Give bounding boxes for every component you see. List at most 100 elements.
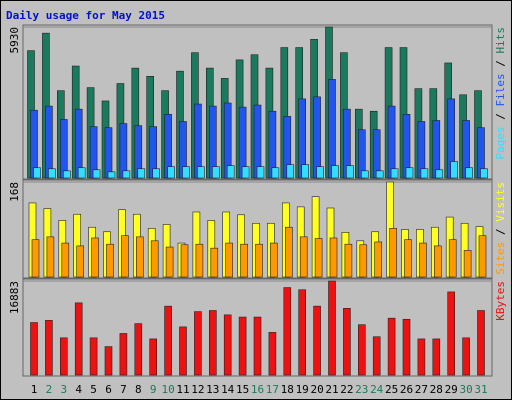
bar [432,338,441,376]
bar [357,324,366,376]
bar [390,168,399,179]
x-tick-label: 5 [90,383,97,396]
x-tick-label: 24 [370,383,384,396]
bar [417,338,426,376]
bar [271,167,280,179]
bar [74,302,83,376]
legend: Sites / Visits [494,182,507,275]
x-tick-label: 12 [191,383,204,396]
bar [314,238,323,278]
x-tick-label: 13 [206,383,219,396]
bar [106,243,114,278]
legend-entry: Hits [494,27,507,54]
bar [389,228,397,278]
bar [194,311,202,376]
bar [255,243,263,278]
bar [197,166,205,179]
x-tick-label: 28 [430,383,443,396]
bar [284,226,293,278]
bar [164,305,172,376]
bar [33,167,41,179]
bar [104,346,113,376]
legend-entry: Visits [494,182,507,222]
x-tick-label: 19 [296,383,309,396]
bar [374,241,383,278]
x-tick-label: 17 [266,383,279,396]
bar [31,239,40,278]
x-tick-label: 10 [161,383,174,396]
x-tick-label: 23 [355,383,368,396]
bar [195,243,204,278]
legend-separator: / [494,107,507,127]
bar [167,166,175,179]
bar [387,105,396,179]
x-tick-label: 7 [120,383,127,396]
bar [286,164,295,179]
legend-separator: / [494,54,507,74]
x-tick-label: 3 [60,383,67,396]
legend-entry: KBytes [494,281,507,321]
bar [45,320,53,376]
bar [122,170,131,179]
bar [150,240,159,278]
bar [61,242,70,278]
x-tick-label: 8 [135,383,142,396]
x-tick-label: 27 [415,383,428,396]
bar [331,165,339,179]
bar [419,242,427,278]
bar [329,237,338,278]
bar [465,167,473,179]
x-tick-label: 29 [445,383,458,396]
x-tick-label: 26 [400,383,413,396]
x-tick-label: 31 [474,383,487,396]
bar [210,247,219,278]
x-tick-label: 6 [105,383,112,396]
bar [405,167,414,179]
x-tick-label: 22 [340,383,353,396]
chart-title: Daily usage for May 2015 [6,9,165,22]
bar [346,165,354,179]
legend-entry: Pages [494,126,507,159]
bar [298,289,307,376]
x-tick-label: 2 [46,383,53,396]
bar [447,291,456,376]
bar [375,170,384,179]
y-tick-label: 5930 [8,27,21,54]
bar [152,168,160,179]
bar [226,165,235,179]
bar [46,236,55,278]
bar [134,323,143,376]
bar [283,287,292,376]
bar [77,167,86,179]
bar [463,250,472,278]
x-tick-label: 15 [236,383,249,396]
bar [299,236,308,278]
bar [238,316,247,376]
x-tick-label: 16 [251,383,264,396]
y-tick-label: 168 [8,182,21,202]
legend-entry: Sites [494,242,507,275]
bar [30,322,38,376]
bar [59,337,68,376]
bar [107,171,116,179]
bar [478,235,487,278]
bar [119,333,128,376]
bar [435,169,444,179]
bar [91,237,99,278]
bar [59,119,68,179]
bar [76,245,84,278]
bar [480,168,488,179]
legend: Pages / Files / Hits [494,27,507,160]
bar [477,310,485,376]
bar [240,243,248,278]
x-tick-label: 11 [176,383,189,396]
bar [104,127,113,179]
x-tick-label: 20 [310,383,323,396]
bar [433,245,442,278]
bar [328,79,336,179]
bar [359,244,368,278]
bar [450,161,459,179]
bar [270,242,278,278]
x-tick-label: 4 [75,383,82,396]
